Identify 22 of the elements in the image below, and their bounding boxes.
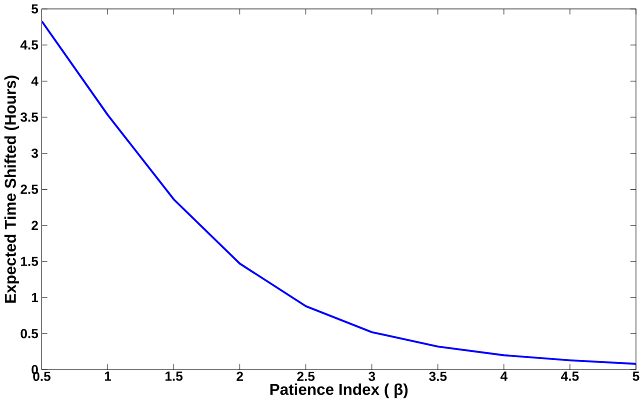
y-axis-title: Expected Time Shifted (Hours) xyxy=(4,75,20,302)
y-tick-label: 4 xyxy=(31,76,38,86)
x-tick-label: 3 xyxy=(368,371,376,381)
x-tick-label: 4.5 xyxy=(561,371,579,381)
y-tick-label: 1.5 xyxy=(21,256,38,266)
y-tick-label: 3 xyxy=(31,148,38,158)
y-tick-label: 2 xyxy=(32,220,38,230)
x-tick-label: 4 xyxy=(500,371,508,380)
x-tick-label: 2.5 xyxy=(297,371,315,381)
y-tick-label: 2.5 xyxy=(20,184,38,194)
x-tick-label: 1 xyxy=(104,371,112,380)
x-tick-label: 1.5 xyxy=(166,371,183,381)
y-tick-label: 5 xyxy=(32,4,38,14)
line-series xyxy=(42,20,636,365)
x-tick-label: 3.5 xyxy=(429,371,447,381)
y-tick-label: 0.5 xyxy=(20,328,38,338)
x-tick-label: 2 xyxy=(236,371,243,381)
y-tick-label: 4.5 xyxy=(20,40,38,50)
x-tick-label: 5 xyxy=(632,371,640,381)
y-tick-label: 3.5 xyxy=(20,112,38,122)
y-tick-label: 1 xyxy=(32,292,38,302)
x-axis-title: Patience Index ( β) xyxy=(270,383,408,398)
